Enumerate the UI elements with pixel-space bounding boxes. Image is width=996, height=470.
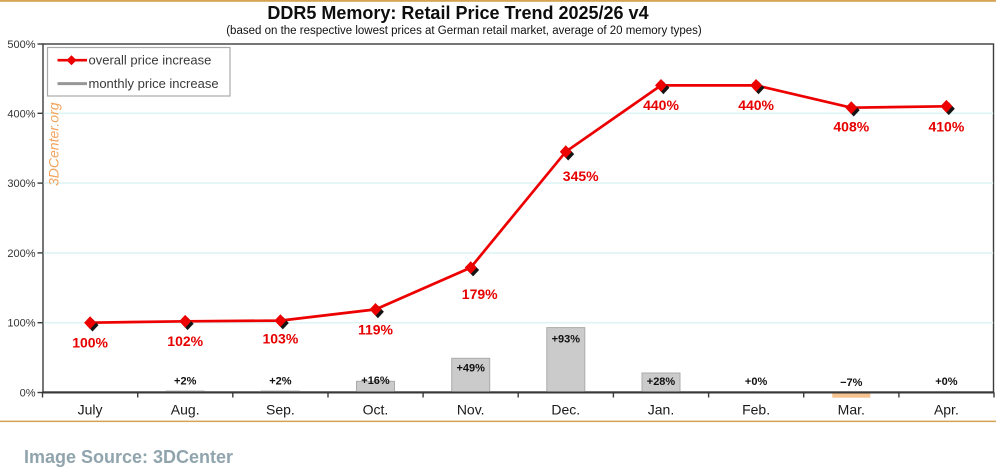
svg-text:200%: 200%: [7, 248, 35, 260]
svg-text:Oct.: Oct.: [363, 402, 389, 418]
svg-text:overall price increase: overall price increase: [89, 53, 212, 68]
svg-text:Sep.: Sep.: [266, 402, 295, 418]
svg-text:+0%: +0%: [745, 376, 768, 388]
svg-text:0%: 0%: [20, 388, 36, 400]
svg-text:−7%: −7%: [840, 377, 863, 389]
svg-text:+28%: +28%: [647, 376, 676, 388]
svg-text:100%: 100%: [7, 318, 35, 330]
svg-text:440%: 440%: [643, 97, 679, 113]
svg-text:+93%: +93%: [552, 334, 581, 346]
svg-text:Aug.: Aug.: [171, 402, 200, 418]
svg-text:345%: 345%: [563, 168, 599, 184]
svg-text:400%: 400%: [7, 108, 35, 120]
svg-text:Dec.: Dec.: [551, 402, 580, 418]
svg-text:DDR5 Memory: Retail Price Tren: DDR5 Memory: Retail Price Trend 2025/26 …: [267, 3, 648, 23]
svg-text:500%: 500%: [7, 39, 35, 51]
svg-text:Mar.: Mar.: [838, 402, 865, 418]
svg-text:408%: 408%: [833, 119, 869, 135]
svg-text:119%: 119%: [358, 321, 394, 337]
svg-text:Nov.: Nov.: [457, 402, 485, 418]
svg-text:Jan.: Jan.: [648, 402, 674, 418]
svg-text:monthly price increase: monthly price increase: [89, 76, 219, 91]
svg-text:100%: 100%: [72, 335, 108, 351]
svg-text:Feb.: Feb.: [742, 402, 770, 418]
svg-text:Apr.: Apr.: [934, 402, 959, 418]
svg-text:+16%: +16%: [361, 375, 390, 387]
svg-text:103%: 103%: [262, 331, 298, 347]
svg-text:July: July: [78, 402, 103, 418]
svg-text:300%: 300%: [7, 178, 35, 190]
svg-text:Image Source: 3DCenter: Image Source: 3DCenter: [24, 447, 233, 467]
svg-text:+2%: +2%: [174, 375, 197, 387]
svg-text:(based on the respective lowes: (based on the respective lowest prices a…: [226, 25, 702, 37]
svg-text:440%: 440%: [738, 97, 774, 113]
svg-text:+0%: +0%: [935, 376, 958, 388]
svg-text:3DCenter.org: 3DCenter.org: [46, 102, 62, 186]
svg-text:+2%: +2%: [269, 375, 292, 387]
svg-text:179%: 179%: [462, 286, 498, 302]
svg-text:+49%: +49%: [456, 363, 485, 375]
svg-text:410%: 410%: [928, 119, 964, 135]
svg-text:102%: 102%: [167, 333, 203, 349]
